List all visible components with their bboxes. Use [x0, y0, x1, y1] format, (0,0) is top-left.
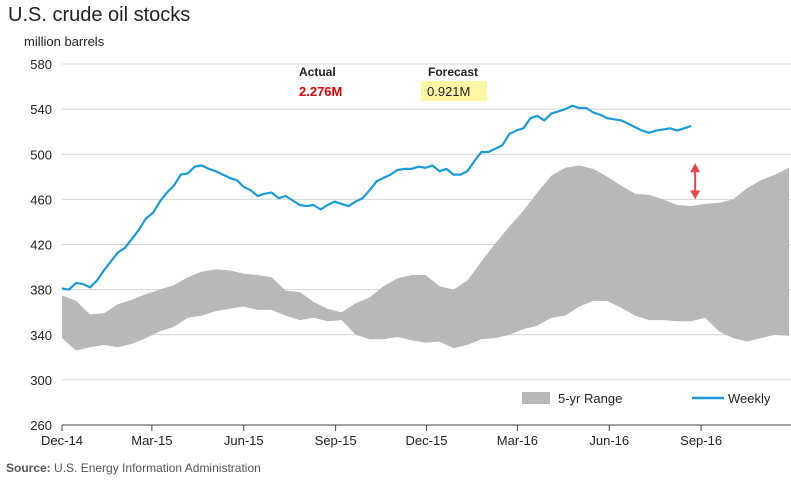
y-tick-label: 460: [30, 192, 52, 207]
y-tick-label: 300: [30, 373, 52, 388]
x-tick-label: Jun-15: [224, 433, 264, 448]
five-year-range-area: [62, 165, 789, 351]
x-tick-label: Jun-16: [589, 433, 629, 448]
forecast-highlight: [421, 81, 487, 101]
y-tick-label: 340: [30, 328, 52, 343]
x-tick-label: Mar-16: [497, 433, 538, 448]
y-axis-unit-label: million barrels: [24, 34, 105, 49]
source-label: Source:: [6, 461, 51, 475]
x-tick-label: Dec-14: [41, 433, 83, 448]
forecast-value: 0.921M: [427, 84, 470, 99]
legend-swatch-range: [522, 392, 550, 404]
actual-value: 2.276M: [299, 84, 342, 99]
x-tick-label: Mar-15: [131, 433, 172, 448]
difference-arrow-head-up: [690, 163, 701, 173]
legend-label-range: 5-yr Range: [558, 391, 622, 406]
legend: 5-yr Range Weekly: [522, 391, 771, 406]
y-tick-label: 380: [30, 283, 52, 298]
y-tick-label: 420: [30, 238, 52, 253]
y-tick-label: 260: [30, 418, 52, 433]
weekly-series-line: [61, 104, 692, 291]
y-tick-label: 580: [30, 57, 52, 72]
legend-label-weekly: Weekly: [728, 391, 771, 406]
range-band: [62, 165, 789, 351]
chart-title: U.S. crude oil stocks: [8, 4, 191, 26]
x-tick-label: Sep-16: [680, 433, 722, 448]
y-tick-label: 500: [30, 147, 52, 162]
actual-label: Actual: [299, 65, 336, 79]
x-tick-label: Sep-15: [315, 433, 357, 448]
source-note: Source: U.S. Energy Information Administ…: [6, 461, 261, 475]
weekly-line-group: [61, 104, 692, 291]
axes: 260 300 340 380 420 460 500 540 580 Dec-14 Mar-15 J…: [30, 57, 791, 448]
source-text: U.S. Energy Information Administration: [54, 461, 261, 475]
forecast-label: Forecast: [428, 65, 478, 79]
y-tick-label: 540: [30, 102, 52, 117]
difference-arrow-head-down: [690, 190, 701, 200]
annotations: Actual 2.276M Forecast 0.921M: [299, 65, 701, 200]
x-tick-label: Dec-15: [406, 433, 448, 448]
